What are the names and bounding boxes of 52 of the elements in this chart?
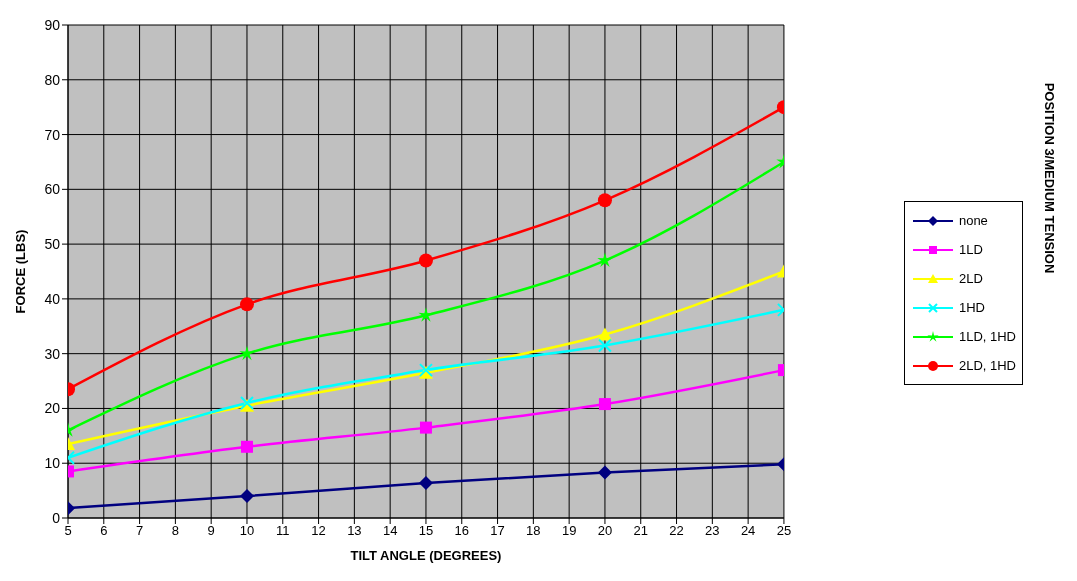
y-tick-label: 20: [44, 400, 61, 417]
point: [239, 489, 254, 504]
y-tick-label: 90: [44, 16, 61, 33]
x-tick-label: 17: [490, 523, 505, 539]
x-tick-label: 7: [135, 523, 144, 539]
point: [598, 398, 611, 411]
point: [418, 307, 434, 322]
point: [419, 421, 432, 434]
x-tick-label: 10: [239, 523, 255, 539]
legend-label: 1LD: [958, 242, 983, 257]
x-tick-label: 16: [454, 523, 469, 539]
legend-label: 2LD, 1HD: [958, 358, 1016, 373]
x-tick-label: 21: [633, 523, 648, 539]
y-tick-label: 30: [44, 345, 61, 362]
point: [597, 338, 612, 353]
x-tick-label: 11: [276, 523, 290, 539]
y-tick-label: 60: [44, 181, 61, 198]
point: [239, 297, 254, 312]
x-tick-label: 24: [740, 523, 756, 539]
point: [240, 440, 253, 453]
point: [418, 475, 433, 490]
y-tick-label: 10: [44, 455, 61, 472]
x-tick-label: 20: [597, 523, 613, 539]
point: [597, 193, 612, 208]
x-tick-label: 9: [207, 523, 215, 539]
point: [418, 253, 433, 268]
x-tick-label: 8: [171, 523, 180, 539]
legend-label: none: [958, 213, 988, 228]
x-tick-label: 12: [311, 523, 326, 539]
point: [597, 252, 613, 268]
x-tick-label: 13: [347, 523, 362, 539]
x-tick-label: 19: [561, 523, 577, 539]
text: POSITION 3/MEDIUM TENSION: [1041, 82, 1057, 274]
y-tick-label: 70: [44, 126, 61, 143]
x-tick-label: 23: [705, 523, 720, 539]
x-tick-label: 6: [100, 523, 108, 539]
x-tick-label: 25: [776, 523, 792, 539]
x-tick-label: 14: [382, 523, 398, 539]
x-tick-label: 22: [669, 523, 684, 539]
y-tick-label: 0: [52, 509, 61, 526]
x-axis-title: TILT ANGLE (DEGREES): [350, 548, 502, 563]
point: [597, 465, 612, 480]
y-tick-label: 50: [44, 236, 61, 253]
x-tick-label: 5: [64, 523, 72, 539]
y-tick-label: 80: [44, 71, 61, 88]
legend-label: 1HD: [958, 300, 985, 315]
x-tick-label: 18: [526, 523, 541, 539]
y-tick-label: 40: [44, 290, 61, 307]
x-tick-label: 15: [418, 523, 434, 539]
legend-label: 2LD: [958, 271, 983, 286]
y-axis-title: FORCE (LBS): [12, 229, 28, 314]
legend-label: 1LD, 1HD: [958, 329, 1016, 344]
